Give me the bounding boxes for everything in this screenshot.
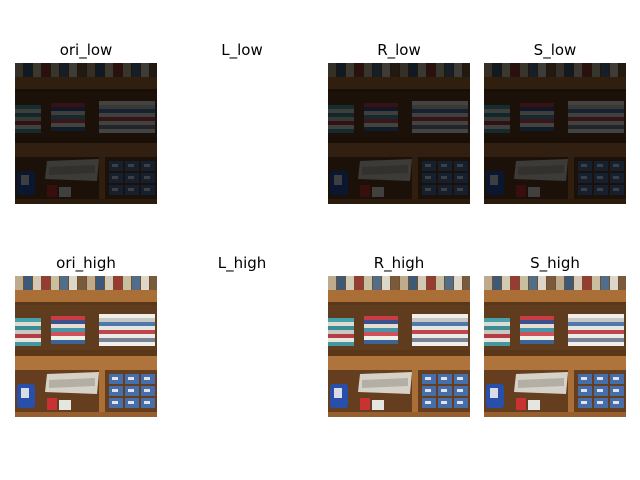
title-ori-low: ori_low [59,41,113,59]
image-s-high [484,276,626,417]
title-s-high: S_high [530,254,580,272]
title-s-low: S_low [533,41,577,59]
image-l-high [171,276,313,417]
image-s-low [484,63,626,204]
title-ori-high: ori_high [56,254,116,272]
title-l-high: L_high [217,254,267,272]
title-l-low: L_low [221,41,263,59]
image-ori-high [15,276,157,417]
image-l-low [171,63,313,204]
image-r-high [328,276,470,417]
image-ori-low [15,63,157,204]
image-r-low [328,63,470,204]
title-r-high: R_high [373,254,425,272]
title-r-low: R_low [377,41,421,59]
